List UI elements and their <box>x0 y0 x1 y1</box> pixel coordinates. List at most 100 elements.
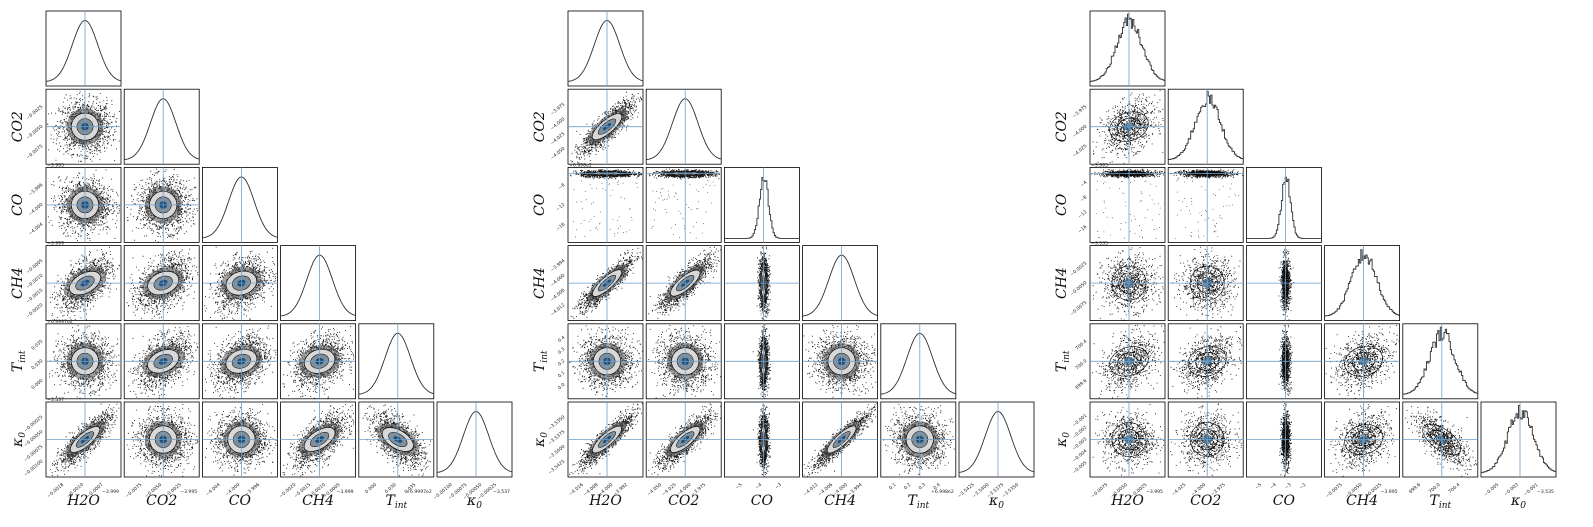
y-axis-label-T_int: Tint <box>10 350 28 372</box>
cell-CO-H2O <box>1089 166 1166 243</box>
x-tick-label: 700.4 <box>1447 482 1461 495</box>
y-tick-label: −3.5350 <box>547 414 566 431</box>
x-offset-label: +6.998e2 <box>931 489 954 495</box>
x-axis-label-H2O: H2O <box>66 493 100 509</box>
cell-κ0-κ0 <box>436 401 513 478</box>
y-axis-label-κ0: κ0 <box>532 432 550 448</box>
y-axis-label-CO2: CO2 <box>10 111 26 142</box>
cell-CH4-CO2 <box>645 245 722 322</box>
x-offset-label: −3.999 <box>337 489 354 495</box>
cell-H2O-H2O <box>45 10 122 87</box>
cell-frame <box>645 88 722 165</box>
x-axis-label-T_int: Tint <box>907 493 929 511</box>
y-tick-label: 699.6 <box>1074 378 1088 391</box>
y-axis-label-CO: CO <box>1054 193 1070 216</box>
cell-CO-CO <box>724 166 800 243</box>
cell-T_int-CO2 <box>123 323 200 400</box>
y-tick-label: −4.006 <box>549 287 566 303</box>
cell-frame <box>645 166 722 243</box>
x-offset-label: −3.999 <box>102 489 119 495</box>
x-tick-label: −0.0075 <box>124 482 143 499</box>
y-axis-label-CH4: CH4 <box>1054 267 1070 299</box>
y-tick-label: −8 <box>1079 194 1088 203</box>
scatter-points <box>1092 324 1165 399</box>
cell-T_int-T_int <box>358 323 435 400</box>
y-axis-label-CO: CO <box>10 193 26 216</box>
cell-CH4-CH4 <box>280 245 357 322</box>
corner-offset-label: +6.9997e2 <box>47 319 73 325</box>
y-tick-label: −12 <box>555 202 566 213</box>
cell-κ0-H2O <box>1089 401 1166 478</box>
x-tick-label: −4 <box>754 482 763 491</box>
cell-frame <box>280 245 357 322</box>
histogram-κ0 <box>958 411 1035 473</box>
x-tick-label: −3 <box>1284 482 1293 491</box>
x-axis-label-CO: CO <box>751 493 774 509</box>
scatter-density <box>648 168 720 239</box>
y-tick-label: −16 <box>555 221 566 232</box>
y-tick-label: 700.4 <box>1074 339 1088 352</box>
cell-CH4-CH4 <box>1324 245 1401 322</box>
y-tick-label: 0.000 <box>30 378 44 391</box>
cell-frame <box>358 323 435 400</box>
scatter-density <box>1278 249 1295 321</box>
x-tick-label: −0.0075 <box>1325 482 1344 499</box>
y-tick-label: −4.025 <box>1071 143 1088 159</box>
corner-offset-label: −3.995 <box>47 162 64 168</box>
scatter-density <box>1092 324 1165 399</box>
cell-T_int-H2O <box>45 323 122 400</box>
y-tick-label: −0.0050 <box>1069 280 1088 297</box>
y-tick-label: −8 <box>557 182 566 191</box>
cell-κ0-CO2 <box>123 401 200 478</box>
cell-κ0-T_int <box>1402 401 1479 478</box>
cell-CH4-CO <box>201 245 278 322</box>
y-tick-label: 0.030 <box>30 358 44 371</box>
cell-CH4-CO <box>1246 245 1322 322</box>
cell-κ0-H2O <box>567 401 644 478</box>
scatter-density <box>204 325 277 399</box>
scatter-points <box>1328 404 1397 477</box>
histogram-CO2 <box>124 98 200 161</box>
cell-frame <box>436 401 513 478</box>
x-tick-label: −4 <box>1269 482 1278 491</box>
histogram-T_int <box>880 332 956 395</box>
cell-frame <box>123 88 200 165</box>
y-tick-label: 0.1 <box>557 370 567 379</box>
scatter-points <box>49 246 121 321</box>
corner-plot-2: −4.016−4.008−4.000−3.992H2O−4.050−4.025−… <box>532 10 1035 511</box>
histogram-T_int <box>1402 326 1479 395</box>
y-tick-label: −4.000 <box>27 202 44 218</box>
cell-T_int-CO2 <box>1167 323 1244 400</box>
y-tick-label: −0.0025 <box>1069 260 1088 277</box>
x-tick-label: −5 <box>734 482 743 491</box>
cell-κ0-κ0 <box>958 401 1035 478</box>
y-axis-label-κ0: κ0 <box>10 432 28 448</box>
cell-κ0-T_int <box>358 401 435 478</box>
x-axis-label-H2O: H2O <box>588 493 622 509</box>
scatter-density <box>49 246 121 321</box>
cell-frame <box>1167 166 1244 243</box>
y-tick-label: −4.000 <box>1071 124 1088 140</box>
y-tick-label: −12 <box>1077 209 1088 220</box>
scatter-points <box>648 246 721 319</box>
cell-κ0-H2O <box>45 401 122 478</box>
x-tick-label: −4.016 <box>568 482 585 498</box>
cell-H2O-H2O <box>1089 10 1166 87</box>
scatter-density <box>1325 325 1400 399</box>
cell-CH4-CO2 <box>123 245 200 322</box>
cell-frame <box>45 10 122 87</box>
cell-CO-CO <box>201 166 278 243</box>
x-axis-label-T_int: Tint <box>385 493 407 511</box>
y-tick-label: 0.4 <box>557 335 567 344</box>
x-tick-label: −3 <box>774 482 783 491</box>
cell-T_int-CO <box>1246 323 1322 400</box>
cell-CO-H2O <box>567 166 644 243</box>
y-tick-label: −4.012 <box>549 302 566 318</box>
scatter-density <box>648 246 721 319</box>
x-tick-label: 0.3 <box>918 482 928 491</box>
cell-κ0-CO <box>201 401 278 478</box>
x-tick-label: −4.050 <box>646 482 663 498</box>
x-tick-label: −3.5350 <box>1001 482 1020 499</box>
cell-T_int-CO2 <box>645 323 722 400</box>
